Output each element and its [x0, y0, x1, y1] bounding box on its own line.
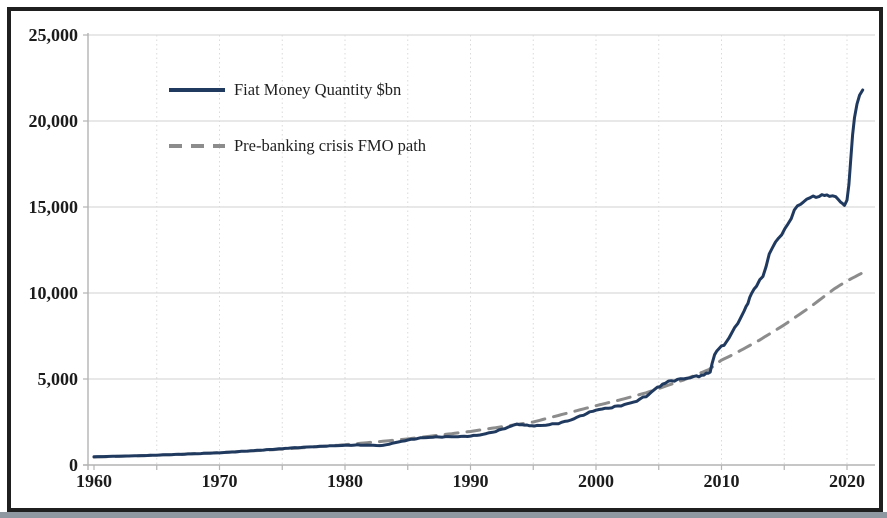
x-axis-tick-label: 1980 [327, 471, 363, 491]
y-axis-tick-label: 15,000 [28, 197, 79, 217]
x-axis-tick-label: 2020 [829, 471, 865, 491]
x-axis-tick-label: 2000 [578, 471, 614, 491]
bottom-edge-strip [0, 512, 887, 518]
x-axis-tick-label: 2010 [703, 471, 740, 491]
y-axis-tick-label: 0 [69, 455, 78, 475]
x-axis-tick-label: 1990 [452, 471, 489, 491]
y-axis-tick-label: 5,000 [37, 369, 79, 389]
fmq-series-path [92, 88, 865, 459]
y-axis-tick-label: 25,000 [28, 25, 79, 45]
y-axis-tick-label: 10,000 [28, 283, 79, 303]
fmo-projection-path [92, 270, 865, 459]
x-axis-tick-label: 1970 [201, 471, 238, 491]
chart-frame-border [7, 7, 883, 512]
x-axis-tick-label: 1960 [76, 471, 112, 491]
y-axis-tick-label: 20,000 [28, 111, 79, 131]
